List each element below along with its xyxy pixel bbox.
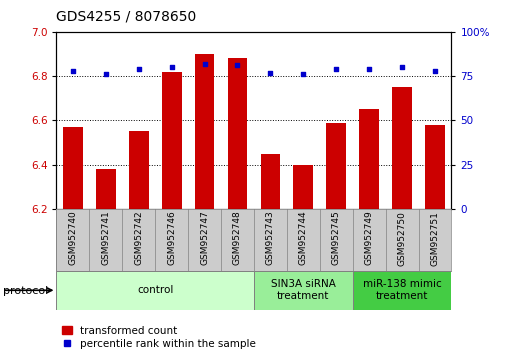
Point: [134, 66, 143, 72]
Text: GSM952741: GSM952741: [101, 211, 110, 266]
Bar: [129, 131, 149, 209]
Text: GSM952746: GSM952746: [167, 211, 176, 266]
Point: [398, 64, 406, 70]
Bar: [353, 271, 451, 310]
Bar: [254, 271, 353, 310]
Bar: [56, 271, 254, 310]
Bar: [261, 154, 280, 209]
Text: protocol: protocol: [3, 286, 48, 296]
Text: GSM952745: GSM952745: [332, 211, 341, 266]
Bar: [425, 125, 445, 209]
Bar: [162, 72, 182, 209]
Text: GSM952749: GSM952749: [365, 211, 373, 266]
Bar: [359, 109, 379, 209]
Text: GSM952744: GSM952744: [299, 211, 308, 266]
Point: [365, 66, 373, 72]
Bar: [326, 122, 346, 209]
Point: [69, 68, 77, 74]
Point: [168, 64, 176, 70]
Point: [266, 70, 274, 75]
Text: GSM952751: GSM952751: [430, 211, 440, 266]
Text: GSM952740: GSM952740: [68, 211, 77, 266]
Bar: [194, 54, 214, 209]
Text: GSM952750: GSM952750: [398, 211, 407, 266]
Bar: [63, 127, 83, 209]
Point: [201, 61, 209, 67]
Bar: [228, 58, 247, 209]
Text: GSM952748: GSM952748: [233, 211, 242, 266]
Text: control: control: [137, 285, 173, 295]
Text: GDS4255 / 8078650: GDS4255 / 8078650: [56, 9, 196, 23]
Bar: [96, 169, 115, 209]
Point: [233, 63, 242, 68]
Text: SIN3A siRNA
treatment: SIN3A siRNA treatment: [271, 279, 336, 301]
Point: [332, 66, 340, 72]
Text: GSM952742: GSM952742: [134, 211, 143, 266]
Bar: [392, 87, 412, 209]
Text: GSM952743: GSM952743: [266, 211, 275, 266]
Point: [102, 72, 110, 77]
Point: [299, 72, 307, 77]
Point: [431, 68, 439, 74]
Text: miR-138 mimic
treatment: miR-138 mimic treatment: [363, 279, 442, 301]
Text: GSM952747: GSM952747: [200, 211, 209, 266]
Bar: [293, 165, 313, 209]
Legend: transformed count, percentile rank within the sample: transformed count, percentile rank withi…: [62, 326, 256, 349]
